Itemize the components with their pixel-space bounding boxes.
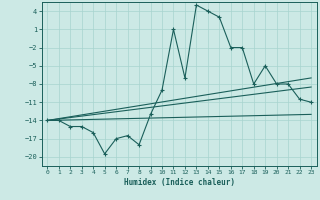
X-axis label: Humidex (Indice chaleur): Humidex (Indice chaleur) bbox=[124, 178, 235, 187]
